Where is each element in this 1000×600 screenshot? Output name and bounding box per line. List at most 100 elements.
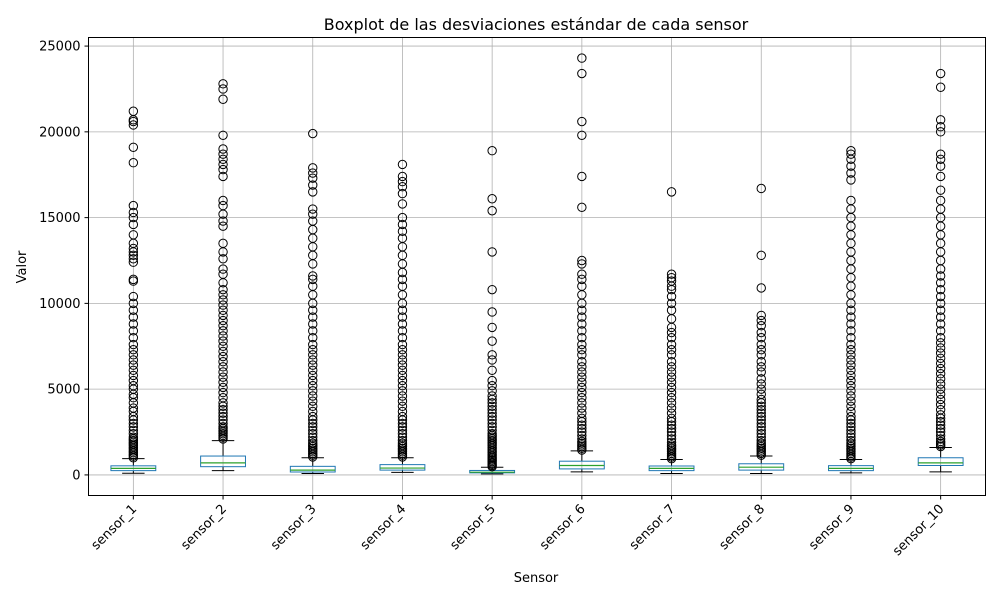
boxes-layer [110,53,964,475]
flier-point [666,272,677,283]
flier-point [666,367,677,377]
flier-point [577,423,587,434]
flier-point [128,375,139,386]
flier-point [218,382,228,393]
x-tick-label: sensor_4 [358,502,410,554]
flier-point [218,336,228,346]
flier-point [666,387,677,398]
flier-point [128,298,139,309]
ticks-layer: 0 5000 10000 15000 20000 25000 sensor_1 sensor_… [39,40,947,560]
flier-point [308,344,318,355]
flier-point [487,408,497,418]
flier-point [218,284,228,295]
flier-point [308,396,318,406]
flier-point [756,332,766,343]
box-sensor_5 [469,146,516,475]
flier-point [397,274,408,285]
flier-point [308,216,318,226]
flier-point [128,243,139,254]
flier-point [218,254,228,264]
flier-point [577,171,587,182]
iqr-box [379,464,426,471]
flier-point [218,351,228,362]
flier-point [666,440,677,450]
flier-point [218,310,228,321]
flier-point [756,315,766,326]
flier-point [935,417,946,427]
flier-point [487,386,497,396]
flier-point [935,291,946,302]
flier-point [756,394,766,405]
flier-point [935,312,946,322]
flier-point [935,127,946,137]
flier-point [308,180,318,190]
y-tick-label: 5000 [47,383,80,398]
flier-point [308,425,318,436]
flier-point [846,146,856,156]
flier-point [577,398,587,408]
flier-point [308,204,318,214]
flier-point [487,398,497,408]
flier-point [218,238,228,249]
flier-point [128,250,139,261]
y-tick-label: 20000 [39,125,80,140]
flier-point [935,161,946,171]
flier-point [218,326,228,336]
flier-point [666,423,677,434]
flier-point [487,429,497,439]
flier-point [487,401,497,412]
flier-point [218,398,228,408]
flier-point [666,344,677,355]
flier-point [308,429,318,439]
flier-point [218,408,228,418]
flier-point [846,375,856,386]
axes-layer [88,37,986,496]
flier-point [397,176,408,187]
flier-point [756,425,766,436]
flier-point [487,415,497,425]
flier-point [935,338,946,348]
flier-point [935,115,946,125]
flier-point [308,332,318,343]
flier-point [397,344,408,355]
flier-point [846,425,856,436]
x-tick-label: sensor_7 [627,502,679,554]
flier-point [756,357,766,367]
flier-point [935,430,946,441]
flier-point [397,199,408,209]
flier-point [218,144,228,154]
flier-point [218,346,228,357]
flier-point [397,233,408,243]
flier-point [935,298,946,309]
flier-point [756,350,766,360]
box-sensor_9 [828,146,874,474]
flier-point [397,422,408,432]
flier-point [935,434,946,444]
flier-point [218,264,228,274]
flier-point [308,312,318,322]
flier-point [218,320,228,331]
flier-point [397,381,408,391]
flier-point [397,401,408,412]
flier-point [397,360,408,370]
flier-point [935,319,946,329]
flier-point [846,435,856,446]
flier-point [935,389,946,399]
flier-point [577,372,587,382]
flier-point [846,149,856,159]
flier-point [577,319,587,329]
flier-point [218,84,228,94]
flier-point [128,291,139,302]
flier-point [397,305,408,315]
flier-point [128,350,139,360]
flier-point [308,411,318,422]
flier-point [846,406,856,417]
flier-point [218,377,228,387]
plot-frame [88,37,986,496]
flier-point [397,226,408,237]
flier-point [935,154,946,164]
flier-point [846,339,856,350]
flier-point [666,420,677,430]
flier-point [756,415,766,425]
flier-point [308,406,318,417]
